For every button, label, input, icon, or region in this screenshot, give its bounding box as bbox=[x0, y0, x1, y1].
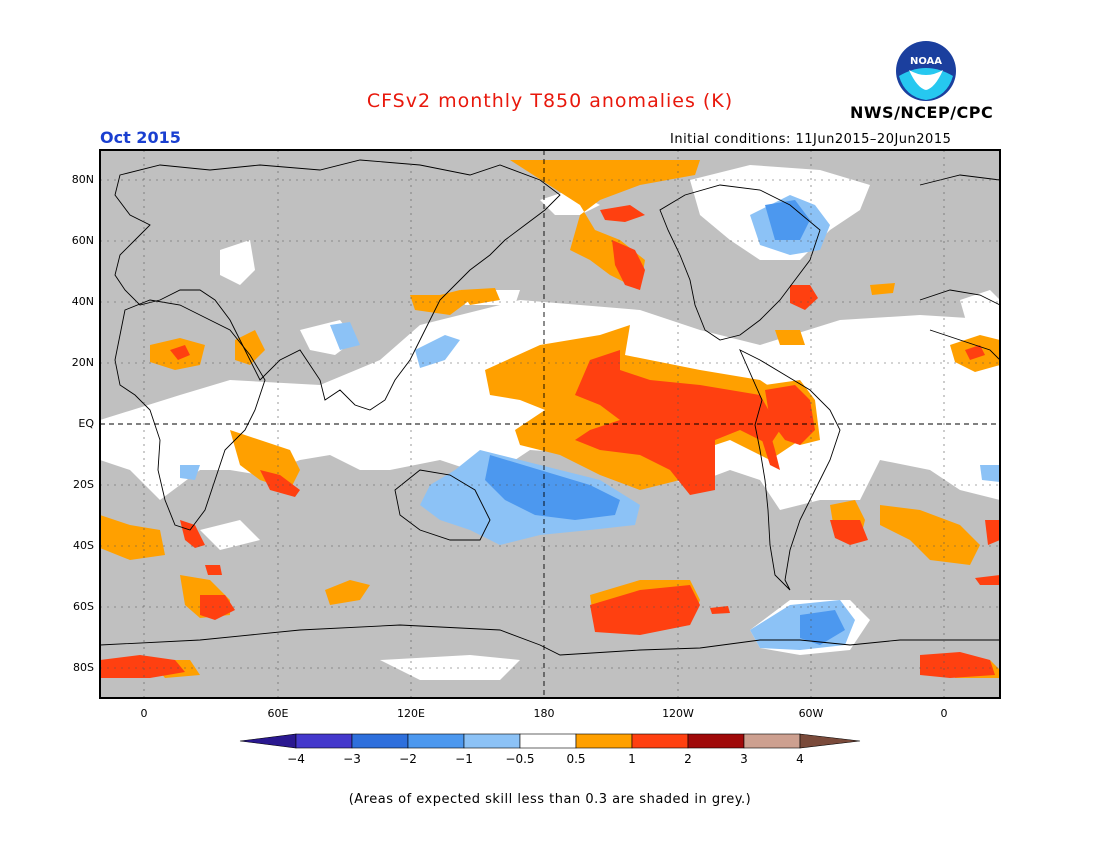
agency-label: NWS/NCEP/CPC bbox=[850, 103, 994, 122]
colorbar-tick: 4 bbox=[796, 752, 804, 766]
colorbar-bin-neg05 bbox=[463, 733, 521, 749]
colorbar-tick: −0.5 bbox=[505, 752, 535, 766]
lon-tick: 0 bbox=[940, 707, 948, 720]
lat-tick: 20N bbox=[71, 356, 94, 369]
colorbar-tick: −3 bbox=[343, 752, 361, 766]
lon-tick: 0 bbox=[140, 707, 148, 720]
colorbar-tick: −4 bbox=[287, 752, 305, 766]
lat-tick: 40N bbox=[71, 295, 94, 308]
colorbar-bin-pos2 bbox=[687, 733, 745, 749]
noaa-logo: NOAA bbox=[896, 41, 956, 101]
graticule bbox=[100, 150, 1000, 698]
colorbar-tick: 2 bbox=[684, 752, 692, 766]
colorbar-tick: 0.5 bbox=[566, 752, 586, 766]
noaa-logo-text: NOAA bbox=[910, 56, 942, 67]
lat-tick: 80S bbox=[73, 661, 94, 674]
lat-tick: 80N bbox=[71, 173, 94, 186]
forecast-month: Oct 2015 bbox=[100, 128, 181, 147]
colorbar-tick: 3 bbox=[740, 752, 748, 766]
initial-conditions: Initial conditions: 11Jun2015–20Jun2015 bbox=[670, 132, 952, 147]
lon-tick: 120W bbox=[662, 707, 694, 720]
lat-tick: 20S bbox=[73, 478, 94, 491]
colorbar-bin-neg4 bbox=[239, 733, 297, 749]
colorbar-bin-pos1 bbox=[631, 733, 689, 749]
colorbar-bin-pos4 bbox=[799, 733, 861, 749]
cold-anomaly-moderate bbox=[485, 200, 845, 645]
colorbar bbox=[239, 733, 861, 749]
colorbar-bin-zero bbox=[519, 733, 577, 749]
lat-tick: 40S bbox=[73, 539, 94, 552]
lat-tick: EQ bbox=[78, 417, 94, 430]
colorbar-tick: −2 bbox=[399, 752, 417, 766]
equator-dateline bbox=[100, 150, 1000, 698]
colorbar-bin-pos3 bbox=[743, 733, 801, 749]
colorbar-bin-neg2 bbox=[351, 733, 409, 749]
coastlines bbox=[100, 159, 1000, 656]
lat-tick: 60S bbox=[73, 600, 94, 613]
warm-anomaly-moderate bbox=[100, 205, 1000, 678]
colorbar-bin-neg1 bbox=[407, 733, 465, 749]
lon-tick: 60W bbox=[798, 707, 824, 720]
lon-tick: 60E bbox=[267, 707, 289, 720]
lat-tick: 60N bbox=[71, 234, 94, 247]
skill-footnote: (Areas of expected skill less than 0.3 a… bbox=[348, 792, 752, 807]
plot-frame bbox=[99, 149, 1001, 699]
chart-title: CFSv2 monthly T850 anomalies (K) bbox=[366, 90, 734, 112]
colorbar-tick: −1 bbox=[455, 752, 473, 766]
lon-tick: 120E bbox=[397, 707, 425, 720]
colorbar-bin-neg3 bbox=[295, 733, 353, 749]
colorbar-tick: 1 bbox=[628, 752, 636, 766]
colorbar-bin-pos05 bbox=[575, 733, 633, 749]
lon-tick: 180 bbox=[533, 707, 555, 720]
